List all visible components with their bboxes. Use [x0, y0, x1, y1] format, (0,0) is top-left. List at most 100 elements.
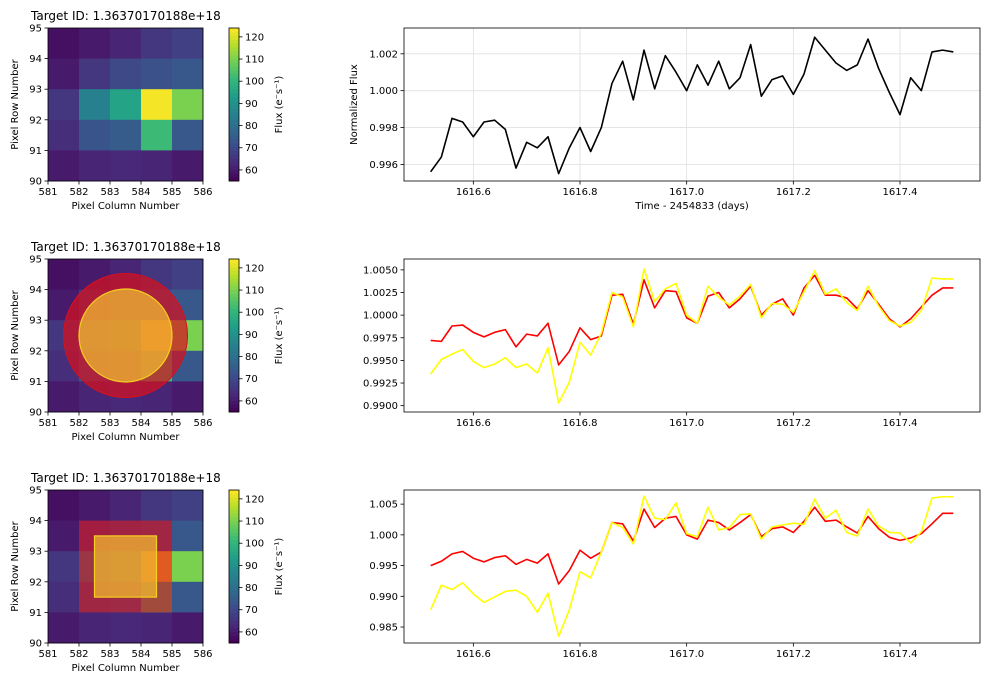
colorbar-segment: [229, 47, 239, 52]
x-tick-label: 585: [162, 649, 181, 660]
x-tick-label: 583: [100, 418, 119, 429]
colorbar-tick-label: 110: [245, 286, 264, 297]
x-tick-label: 582: [69, 418, 88, 429]
y-tick-label: 92: [29, 115, 42, 126]
pixel-cell: [48, 89, 80, 121]
x-tick-label: 581: [38, 418, 57, 429]
x-tick-label: 1616.6: [456, 649, 491, 660]
pixel-cell: [172, 58, 204, 90]
pixel-cell: [48, 490, 80, 521]
colorbar-segment: [229, 369, 239, 375]
pixel-cell: [79, 490, 111, 521]
colorbar-segment: [229, 516, 239, 521]
y-tick-label: 0.985: [369, 623, 398, 634]
series-line-2: [430, 268, 954, 404]
colorbar-segment: [229, 354, 239, 359]
x-axis-label: Pixel Column Number: [72, 432, 181, 443]
colorbar-segment: [229, 146, 239, 151]
colorbar-segment: [229, 400, 239, 405]
x-tick-label: 1617.4: [883, 187, 918, 198]
x-tick-label: 585: [162, 418, 181, 429]
y-tick-label: 0.9950: [363, 356, 398, 367]
colorbar-segment: [229, 289, 239, 294]
colorbar-segment: [229, 70, 239, 75]
colorbar-segment: [229, 39, 239, 44]
pixel-cell: [48, 581, 80, 613]
colorbar-segment: [229, 77, 239, 82]
colorbar-segment: [229, 161, 239, 167]
colorbar-segment: [229, 366, 239, 371]
colorbar-tick-label: 90: [245, 330, 258, 341]
pixel-cell: [141, 150, 173, 182]
colorbar-segment: [229, 281, 239, 287]
colorbar-segment: [229, 539, 239, 544]
x-tick-label: 1617.2: [776, 418, 811, 429]
pixel-cell: [172, 551, 204, 583]
colorbar-segment: [229, 154, 239, 159]
pixel-cell: [172, 381, 204, 413]
pixel-cell: [79, 150, 111, 182]
colorbar-segment: [229, 324, 239, 329]
colorbar-segment: [229, 377, 239, 382]
colorbar-segment: [229, 316, 239, 321]
pixel-cell: [141, 89, 173, 121]
pixel-cell: [110, 58, 142, 90]
series-line-1: [430, 506, 954, 585]
colorbar-segment: [229, 173, 239, 178]
colorbar-segment: [229, 543, 239, 548]
colorbar-segment: [229, 150, 239, 155]
colorbar-segment: [229, 408, 239, 413]
colorbar-segment: [229, 392, 239, 398]
colorbar-segment: [229, 490, 239, 495]
colorbar-segment: [229, 285, 239, 290]
y-tick-label: 1.0050: [363, 265, 398, 276]
colorbar-label: Flux (e⁻s⁻¹): [274, 76, 285, 134]
pixel-cell: [79, 119, 111, 151]
colorbar-segment: [229, 115, 239, 121]
colorbar-segment: [229, 28, 239, 33]
colorbar-tick-label: 80: [245, 352, 258, 363]
x-tick-label: 1617.4: [883, 649, 918, 660]
colorbar-segment: [229, 551, 239, 556]
x-tick-label: 1617.0: [669, 187, 704, 198]
aperture-inner-circle: [78, 288, 173, 383]
colorbar-segment: [229, 577, 239, 583]
pixel-cell: [79, 58, 111, 90]
y-tick-label: 92: [29, 346, 42, 357]
pixel-cell: [141, 490, 173, 521]
y-tick-label: 0.9925: [363, 379, 398, 390]
pixel-cell: [172, 28, 204, 59]
colorbar-segment: [229, 43, 239, 48]
colorbar-segment: [229, 501, 239, 506]
pixel-cell: [48, 28, 80, 59]
colorbar-segment: [229, 100, 239, 105]
colorbar-tick-label: 70: [245, 605, 258, 616]
colorbar-segment: [229, 169, 239, 174]
plot-frame: [403, 489, 981, 644]
aperture-inner-square: [93, 535, 158, 598]
colorbar-segment: [229, 623, 239, 629]
pixel-cell: [110, 89, 142, 121]
pixel-cell: [172, 119, 204, 151]
colorbar-label: Flux (e⁻s⁻¹): [274, 538, 285, 596]
y-tick-label: 94: [29, 285, 42, 296]
colorbar-tick-label: 100: [245, 539, 264, 550]
colorbar-segment: [229, 493, 239, 499]
colorbar-segment: [229, 616, 239, 621]
light-curve-panel-1: 1616.6 1616.8 1617.0 1617.2 1617.4 0.996 0.998…: [349, 27, 981, 212]
y-tick-label: 0.9975: [363, 333, 398, 344]
colorbar-segment: [229, 66, 239, 71]
colorbar-segment: [229, 108, 239, 113]
colorbar-segment: [229, 339, 239, 344]
pixel-cell: [172, 612, 204, 644]
colorbar-segment: [229, 135, 239, 140]
x-tick-label: 582: [69, 649, 88, 660]
colorbar-segment: [229, 346, 239, 352]
y-tick-label: 0.9900: [363, 401, 398, 412]
colorbar-segment: [229, 262, 239, 268]
colorbar-segment: [229, 362, 239, 367]
colorbar-segment: [229, 35, 239, 40]
x-tick-label: 585: [162, 187, 181, 198]
